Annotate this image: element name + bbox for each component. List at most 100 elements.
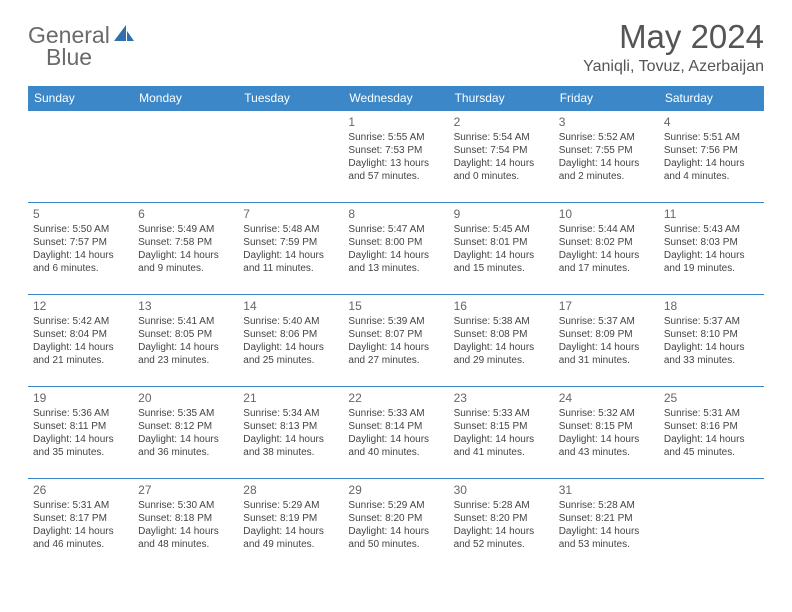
day-detail-line: Sunset: 8:03 PM (664, 236, 759, 249)
weekday-header: Thursday (449, 86, 554, 111)
calendar-day-cell: 23Sunrise: 5:33 AMSunset: 8:15 PMDayligh… (449, 387, 554, 479)
day-number: 31 (559, 483, 654, 497)
day-detail-line: Daylight: 14 hours and 17 minutes. (559, 249, 654, 275)
day-detail-line: Daylight: 14 hours and 41 minutes. (454, 433, 549, 459)
day-number: 25 (664, 391, 759, 405)
day-detail-line: Daylight: 14 hours and 52 minutes. (454, 525, 549, 551)
day-detail-line: Sunset: 8:05 PM (138, 328, 233, 341)
day-detail-line: Sunset: 8:07 PM (348, 328, 443, 341)
day-detail-line: Daylight: 14 hours and 2 minutes. (559, 157, 654, 183)
calendar-body: 1Sunrise: 5:55 AMSunset: 7:53 PMDaylight… (28, 111, 764, 571)
day-detail-line: Sunset: 7:56 PM (664, 144, 759, 157)
day-detail-line: Sunrise: 5:33 AM (454, 407, 549, 420)
day-detail-line: Sunset: 8:13 PM (243, 420, 338, 433)
day-detail-line: Daylight: 14 hours and 11 minutes. (243, 249, 338, 275)
day-number: 15 (348, 299, 443, 313)
day-number: 24 (559, 391, 654, 405)
day-detail-line: Daylight: 14 hours and 25 minutes. (243, 341, 338, 367)
weekday-header: Tuesday (238, 86, 343, 111)
day-number: 26 (33, 483, 128, 497)
day-detail-line: Daylight: 14 hours and 43 minutes. (559, 433, 654, 459)
day-detail-line: Daylight: 14 hours and 29 minutes. (454, 341, 549, 367)
day-detail-line: Daylight: 14 hours and 46 minutes. (33, 525, 128, 551)
calendar-day-cell: 28Sunrise: 5:29 AMSunset: 8:19 PMDayligh… (238, 479, 343, 571)
day-number: 9 (454, 207, 549, 221)
calendar-day-cell: 15Sunrise: 5:39 AMSunset: 8:07 PMDayligh… (343, 295, 448, 387)
calendar-day-cell (238, 111, 343, 203)
calendar-day-cell: 21Sunrise: 5:34 AMSunset: 8:13 PMDayligh… (238, 387, 343, 479)
day-number: 21 (243, 391, 338, 405)
day-detail-line: Daylight: 14 hours and 36 minutes. (138, 433, 233, 459)
day-detail-line: Sunrise: 5:51 AM (664, 131, 759, 144)
day-number: 20 (138, 391, 233, 405)
day-number: 8 (348, 207, 443, 221)
day-detail-line: Sunrise: 5:47 AM (348, 223, 443, 236)
day-detail-line: Daylight: 14 hours and 9 minutes. (138, 249, 233, 275)
day-detail-line: Sunset: 8:12 PM (138, 420, 233, 433)
day-number: 14 (243, 299, 338, 313)
calendar-day-cell: 14Sunrise: 5:40 AMSunset: 8:06 PMDayligh… (238, 295, 343, 387)
day-detail-line: Daylight: 14 hours and 45 minutes. (664, 433, 759, 459)
day-detail-line: Sunset: 8:14 PM (348, 420, 443, 433)
calendar-day-cell: 1Sunrise: 5:55 AMSunset: 7:53 PMDaylight… (343, 111, 448, 203)
day-detail-line: Sunrise: 5:32 AM (559, 407, 654, 420)
calendar-week-row: 1Sunrise: 5:55 AMSunset: 7:53 PMDaylight… (28, 111, 764, 203)
calendar-day-cell (659, 479, 764, 571)
day-detail-line: Daylight: 14 hours and 19 minutes. (664, 249, 759, 275)
day-number: 11 (664, 207, 759, 221)
day-detail-line: Sunset: 7:58 PM (138, 236, 233, 249)
day-detail-line: Sunrise: 5:28 AM (454, 499, 549, 512)
day-detail-line: Sunrise: 5:29 AM (243, 499, 338, 512)
calendar-week-row: 26Sunrise: 5:31 AMSunset: 8:17 PMDayligh… (28, 479, 764, 571)
day-number: 16 (454, 299, 549, 313)
calendar-day-cell: 25Sunrise: 5:31 AMSunset: 8:16 PMDayligh… (659, 387, 764, 479)
header: General May 2024 Yaniqli, Tovuz, Azerbai… (28, 18, 764, 76)
calendar-day-cell (133, 111, 238, 203)
calendar-day-cell: 27Sunrise: 5:30 AMSunset: 8:18 PMDayligh… (133, 479, 238, 571)
day-detail-line: Sunrise: 5:31 AM (664, 407, 759, 420)
calendar-day-cell: 19Sunrise: 5:36 AMSunset: 8:11 PMDayligh… (28, 387, 133, 479)
day-detail-line: Sunrise: 5:41 AM (138, 315, 233, 328)
day-detail-line: Sunset: 7:53 PM (348, 144, 443, 157)
day-number: 13 (138, 299, 233, 313)
day-detail-line: Sunrise: 5:38 AM (454, 315, 549, 328)
day-detail-line: Daylight: 14 hours and 50 minutes. (348, 525, 443, 551)
day-detail-line: Sunrise: 5:54 AM (454, 131, 549, 144)
calendar-day-cell: 17Sunrise: 5:37 AMSunset: 8:09 PMDayligh… (554, 295, 659, 387)
day-detail-line: Sunset: 8:17 PM (33, 512, 128, 525)
calendar-day-cell: 2Sunrise: 5:54 AMSunset: 7:54 PMDaylight… (449, 111, 554, 203)
day-detail-line: Sunset: 8:00 PM (348, 236, 443, 249)
day-detail-line: Daylight: 14 hours and 0 minutes. (454, 157, 549, 183)
calendar-day-cell (28, 111, 133, 203)
day-detail-line: Sunset: 8:08 PM (454, 328, 549, 341)
day-detail-line: Sunrise: 5:35 AM (138, 407, 233, 420)
day-detail-line: Daylight: 14 hours and 13 minutes. (348, 249, 443, 275)
day-detail-line: Daylight: 13 hours and 57 minutes. (348, 157, 443, 183)
day-detail-line: Sunrise: 5:45 AM (454, 223, 549, 236)
calendar-day-cell: 20 Sunrise: 5:35 AMSunset: 8:12 PMDayligh… (133, 387, 238, 479)
page-title: May 2024 (583, 18, 764, 56)
day-detail-line: Daylight: 14 hours and 49 minutes. (243, 525, 338, 551)
day-number: 3 (559, 115, 654, 129)
weekday-header: Monday (133, 86, 238, 111)
day-detail-line: Sunrise: 5:30 AM (138, 499, 233, 512)
day-detail-line: Daylight: 14 hours and 33 minutes. (664, 341, 759, 367)
day-detail-line: Sunset: 7:59 PM (243, 236, 338, 249)
day-detail-line: Sunset: 7:57 PM (33, 236, 128, 249)
day-detail-line: Daylight: 14 hours and 35 minutes. (33, 433, 128, 459)
calendar-day-cell: 22Sunrise: 5:33 AMSunset: 8:14 PMDayligh… (343, 387, 448, 479)
day-detail-line: Sunrise: 5:37 AM (559, 315, 654, 328)
calendar-day-cell: 8 Sunrise: 5:47 AMSunset: 8:00 PMDaylight… (343, 203, 448, 295)
location-label: Yaniqli, Tovuz, Azerbaijan (583, 58, 764, 76)
day-detail-line: Daylight: 14 hours and 21 minutes. (33, 341, 128, 367)
day-detail-line: Sunset: 8:11 PM (33, 420, 128, 433)
day-detail-line: Sunrise: 5:55 AM (348, 131, 443, 144)
day-detail-line: Sunrise: 5:29 AM (348, 499, 443, 512)
logo-text-blue: Blue (46, 44, 92, 71)
day-number: 5 (33, 207, 128, 221)
day-detail-line: Daylight: 14 hours and 53 minutes. (559, 525, 654, 551)
calendar-day-cell: 5Sunrise: 5:50 AMSunset: 7:57 PMDaylight… (28, 203, 133, 295)
calendar-day-cell: 7Sunrise: 5:48 AMSunset: 7:59 PMDaylight… (238, 203, 343, 295)
day-number: 30 (454, 483, 549, 497)
day-detail-line: Sunrise: 5:31 AM (33, 499, 128, 512)
